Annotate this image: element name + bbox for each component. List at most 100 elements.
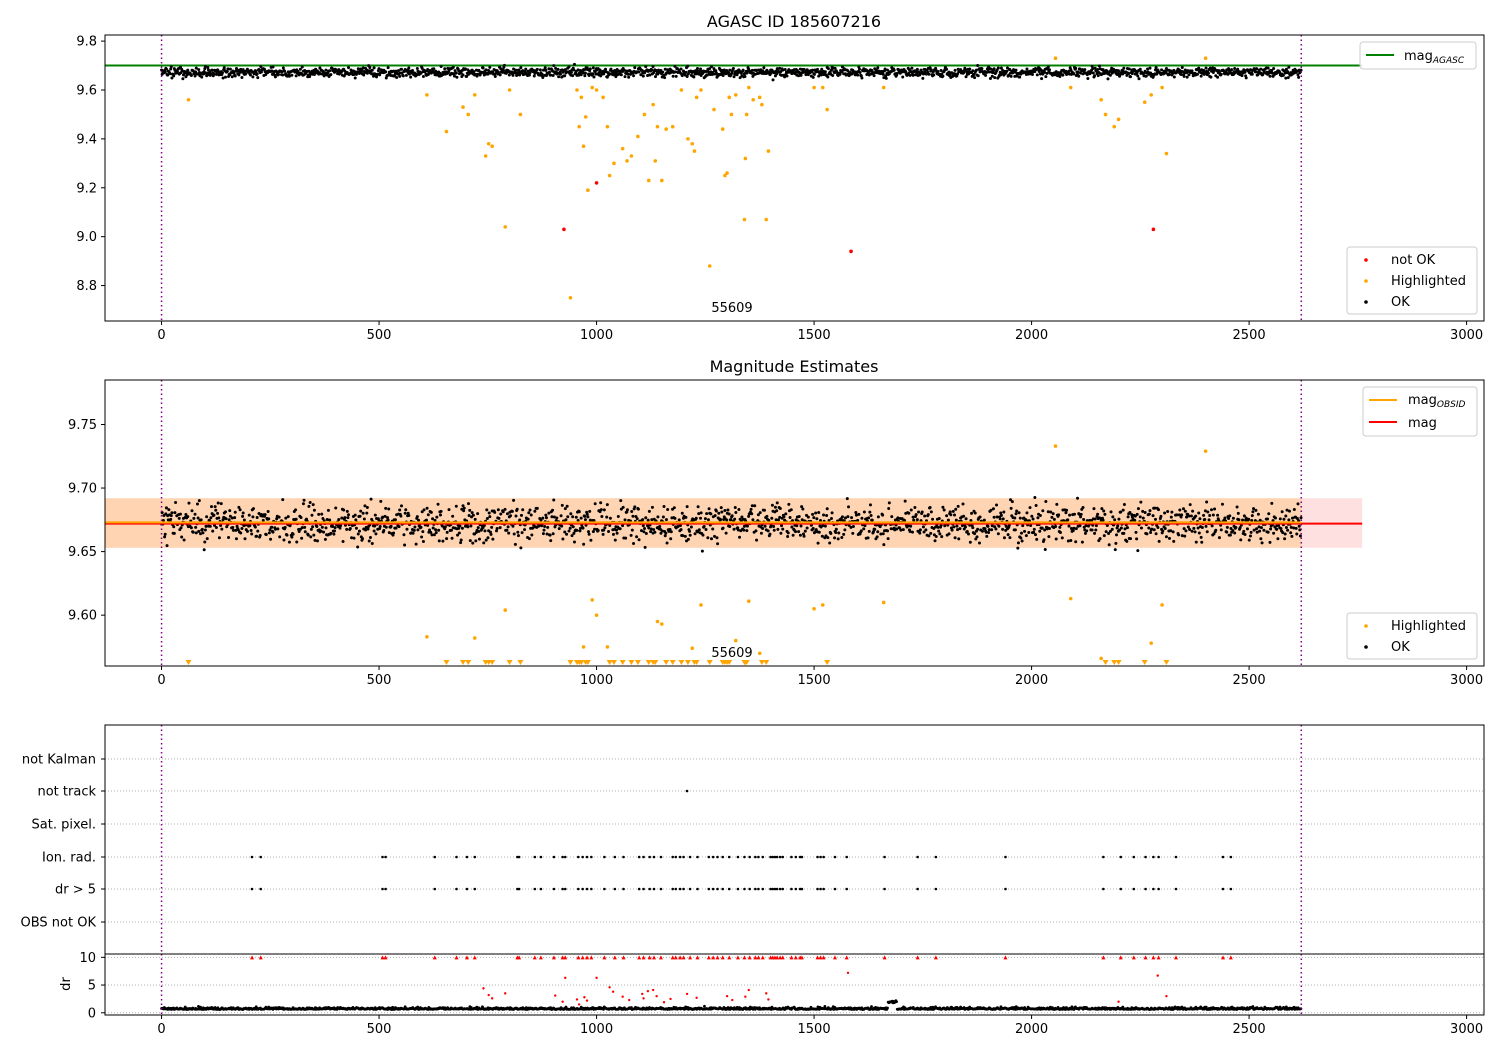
ok-point	[605, 515, 609, 519]
ok-point	[721, 74, 725, 78]
ok-point	[1197, 531, 1201, 535]
ok-point	[169, 67, 173, 71]
ok-point	[973, 532, 977, 536]
not-ok-point	[1151, 227, 1156, 232]
ok-point	[1046, 65, 1050, 69]
estimates-panel: Magnitude Estimates 0 500 1000 1500 2000 2500…	[68, 357, 1485, 688]
ok-point	[867, 516, 871, 520]
ok-point	[586, 530, 590, 534]
ok-point	[194, 531, 198, 535]
ok-point	[583, 71, 587, 75]
ok-point	[282, 538, 286, 542]
ok-point	[759, 531, 763, 535]
ok-point	[1157, 539, 1161, 543]
ok-point	[271, 65, 275, 69]
ok-point	[834, 527, 838, 531]
ok-point	[369, 497, 373, 501]
ok-point	[665, 541, 669, 545]
ok-point	[1089, 71, 1093, 75]
ok-point	[917, 510, 921, 514]
flag-point	[757, 887, 760, 891]
ok-point	[269, 537, 273, 541]
ok-point	[273, 75, 277, 79]
ok-point	[904, 70, 908, 74]
ok-point	[552, 498, 556, 502]
flag-label: OBS not OK	[21, 916, 97, 931]
ok-point	[598, 68, 602, 72]
ok-point	[451, 514, 455, 518]
ok-point	[514, 514, 518, 518]
ok-point	[1259, 537, 1263, 541]
ok-point	[1298, 534, 1302, 538]
ok-point	[526, 517, 530, 521]
flag-point	[1132, 855, 1136, 859]
ok-point	[484, 538, 488, 542]
ok-point	[1047, 535, 1051, 539]
ok-point	[1093, 517, 1097, 521]
ok-point	[751, 518, 755, 522]
magnitude-panel: AGASC ID 185607216 0 500 1000 1500 2000 2500 3…	[76, 12, 1485, 343]
ok-point	[360, 68, 364, 72]
ok-point	[1166, 510, 1170, 514]
flag-point	[384, 855, 387, 859]
ok-point	[259, 65, 263, 69]
ok-point	[493, 510, 497, 514]
highlighted-point	[575, 88, 579, 92]
ok-point	[558, 72, 562, 76]
ok-point	[524, 67, 528, 71]
ok-point	[996, 66, 1000, 70]
ok-point	[609, 67, 613, 71]
ok-point	[1231, 516, 1235, 520]
ok-point	[331, 524, 335, 528]
ok-point	[1244, 76, 1248, 80]
flag-point	[707, 855, 711, 859]
ok-point	[321, 517, 325, 521]
ok-point	[1052, 517, 1056, 521]
highlighted-point	[707, 264, 712, 268]
ok-point	[846, 515, 850, 519]
ok-point	[1282, 517, 1286, 521]
ok-point	[1153, 517, 1157, 521]
ok-point	[1290, 534, 1294, 538]
highlighted-point	[444, 129, 449, 134]
ok-point	[970, 511, 974, 515]
ok-point	[414, 542, 418, 546]
ok-point	[994, 527, 998, 531]
ok-point	[699, 511, 703, 515]
ok-point	[400, 504, 404, 508]
ok-point	[499, 512, 503, 516]
ok-point	[477, 68, 481, 72]
ok-point	[967, 532, 971, 536]
ok-point	[1181, 507, 1185, 511]
ok-point	[205, 515, 209, 519]
ok-point	[217, 536, 221, 540]
ok-point	[857, 67, 861, 71]
ok-point	[1066, 518, 1070, 522]
ok-point	[635, 517, 639, 521]
ok-point	[416, 528, 420, 532]
ok-point	[516, 530, 520, 534]
ok-point	[169, 65, 173, 69]
ok-point	[1065, 508, 1069, 512]
ok-point	[1252, 507, 1256, 511]
ok-point	[565, 532, 569, 536]
ok-point	[404, 73, 408, 77]
ok-point	[815, 67, 819, 71]
highlighted-point	[655, 124, 660, 129]
ok-point	[470, 511, 474, 515]
ok-point	[988, 77, 992, 81]
ok-point	[709, 537, 713, 541]
ok-point	[582, 542, 586, 546]
ok-point	[1266, 530, 1270, 534]
ok-point	[963, 525, 967, 529]
ok-point	[399, 514, 403, 518]
ok-point	[402, 533, 406, 537]
ok-point	[939, 68, 943, 72]
x-tick-label: 1500	[798, 328, 831, 343]
ok-point	[591, 72, 595, 76]
ok-point	[219, 502, 223, 506]
ok-point	[997, 524, 1001, 528]
ok-point	[772, 528, 776, 532]
ok-point	[186, 68, 190, 72]
ok-point	[449, 528, 453, 532]
